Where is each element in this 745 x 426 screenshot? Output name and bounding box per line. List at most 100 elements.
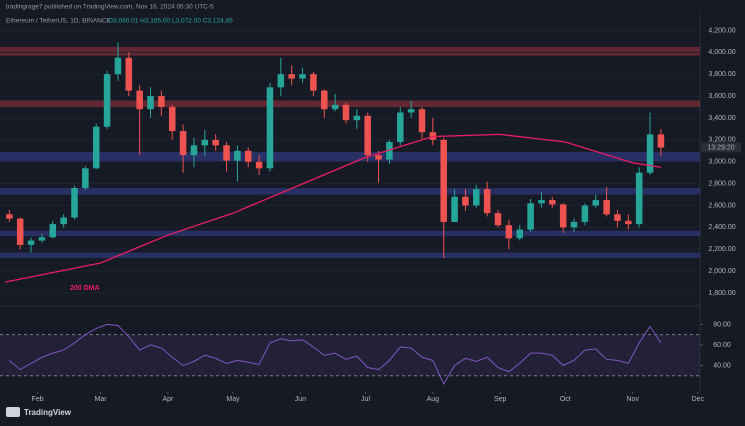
y-tick-label: 4,000.00 — [708, 49, 735, 56]
candle-body — [657, 134, 665, 148]
y-tick-label: 3,200.00 — [708, 137, 735, 144]
candle-body — [321, 90, 328, 110]
candle-body — [440, 139, 447, 222]
y-tick-label: 2,200.00 — [708, 246, 735, 253]
candle-body — [646, 134, 654, 173]
candle-body — [559, 204, 567, 228]
countdown: 13:29:20 — [707, 144, 734, 151]
logo: TradingView — [24, 408, 72, 417]
symbol: Ethereum / TetherUS, 1D, BINANCE — [6, 18, 112, 25]
candle-body — [635, 172, 643, 225]
y-tick-label: 2,000.00 — [708, 268, 735, 275]
y-tick-label: 3,400.00 — [708, 115, 735, 122]
candle-body — [418, 109, 426, 133]
x-tick-label: May — [226, 396, 240, 403]
candle-body — [473, 189, 480, 206]
candle-body — [103, 74, 111, 127]
candle-body — [60, 217, 67, 225]
candle-body — [244, 150, 252, 162]
rsi-band — [0, 334, 700, 376]
candle-body — [570, 221, 578, 228]
candle-body — [288, 74, 295, 79]
candle-body — [255, 161, 263, 169]
rsi-tick-label: 40.00 — [713, 362, 731, 369]
candle-body — [27, 240, 35, 245]
x-tick-label: Feb — [32, 396, 44, 403]
x-tick-label: Jun — [295, 396, 306, 403]
candle-body — [451, 196, 458, 222]
candle-body — [516, 229, 523, 239]
candle-body — [462, 196, 469, 206]
price-box — [701, 142, 741, 153]
x-tick-label: Dec — [692, 396, 705, 403]
x-tick-label: Aug — [427, 396, 440, 403]
candle-body — [136, 90, 143, 110]
candle-body — [505, 225, 513, 239]
y-tick-label: 3,600.00 — [708, 93, 735, 100]
candle-body — [49, 224, 57, 238]
candle-body — [223, 145, 230, 161]
y-tick-label: 3,800.00 — [708, 71, 735, 78]
candle-body — [549, 200, 556, 205]
candle-body — [201, 139, 209, 146]
candle-body — [331, 104, 339, 110]
candle-body — [82, 168, 89, 188]
dma-line — [4, 133, 662, 283]
x-tick-label: Nov — [626, 396, 639, 403]
y-tick-label: 1,800.00 — [708, 290, 735, 297]
y-tick-label: 2,600.00 — [708, 202, 735, 209]
candle-body — [310, 74, 317, 91]
candle-body — [234, 150, 241, 161]
candle-body — [407, 109, 415, 113]
candle-body — [581, 205, 589, 222]
dma-label: 200 DMA — [70, 285, 100, 292]
y-tick-label: 3,000.00 — [708, 159, 735, 166]
candle-body — [277, 74, 285, 88]
candle-body — [375, 155, 382, 160]
candle-body — [538, 200, 545, 204]
zone — [0, 230, 700, 237]
candle-body — [190, 145, 198, 156]
candle-body — [266, 87, 274, 169]
rsi-line — [9, 323, 662, 386]
candle-body — [386, 142, 393, 160]
candle-body — [16, 218, 24, 245]
rsi-tick-label: 60.00 — [713, 342, 731, 349]
candle-body — [125, 57, 133, 91]
candle-body — [212, 139, 219, 146]
zone — [0, 100, 700, 108]
zone — [0, 46, 700, 56]
candle-body — [168, 107, 176, 132]
candle-body — [603, 200, 610, 215]
rsi-tick-label: 80.00 — [713, 321, 731, 328]
candle-body — [158, 96, 165, 108]
x-tick-label: Sep — [494, 396, 507, 403]
logo-icon — [6, 407, 20, 417]
candle-body — [342, 104, 350, 121]
watermark: tradingrage7 published on TradingView.co… — [6, 4, 214, 11]
candle-body — [364, 115, 371, 156]
ohlc: O3,080.01 H3,165.00 L3,072.00 C3,124.85 — [108, 18, 233, 25]
candle-body — [147, 96, 154, 110]
zone — [0, 188, 700, 195]
y-tick-label: 2,400.00 — [708, 224, 735, 231]
candle-body — [38, 237, 46, 241]
candle-body — [353, 115, 361, 121]
candle-body — [527, 203, 534, 230]
candle-body — [71, 188, 78, 218]
candle-body — [92, 126, 100, 169]
candle-body — [6, 214, 13, 219]
candle-body — [614, 214, 621, 221]
candle-body — [625, 220, 632, 225]
candle-body — [494, 213, 502, 226]
x-tick-label: Mar — [95, 396, 108, 403]
candle-body — [299, 74, 306, 79]
candle-body — [592, 200, 600, 206]
x-tick-label: Jul — [361, 396, 370, 403]
candle-body — [114, 57, 122, 75]
x-tick-label: Oct — [560, 396, 571, 403]
candle-body — [179, 131, 187, 156]
candle-body — [397, 112, 404, 143]
y-tick-label: 2,800.00 — [708, 180, 735, 187]
